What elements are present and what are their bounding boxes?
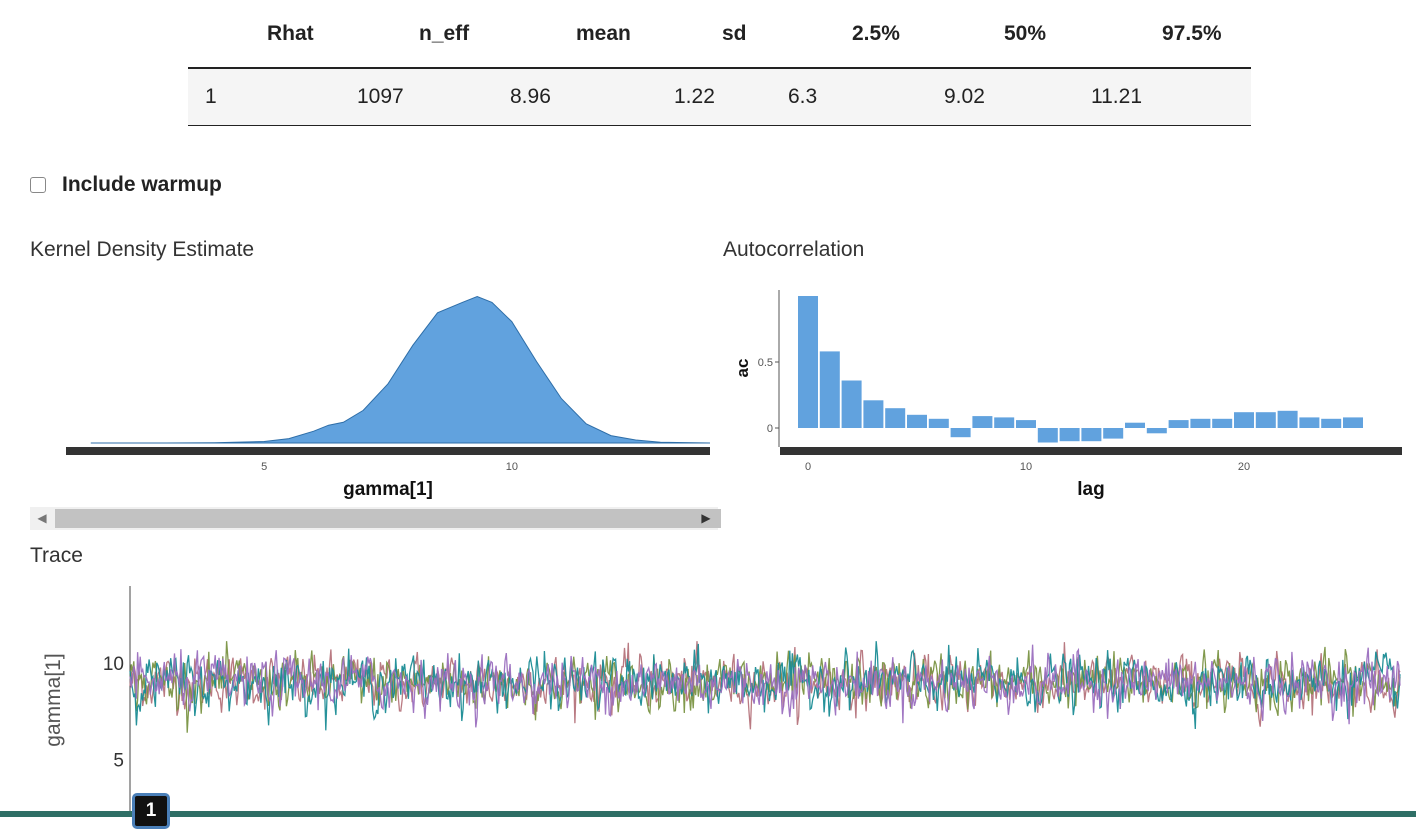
y-tick-label: 0 <box>767 423 773 435</box>
ac-bar <box>1037 428 1058 443</box>
ac-bar <box>841 380 862 428</box>
x-tick-label: 20 <box>1238 461 1250 473</box>
cell-sd: 1.22 <box>674 85 715 108</box>
ac-bar <box>1299 417 1320 428</box>
header-2-5: 2.5% <box>852 22 900 45</box>
trace-line-chain-2 <box>129 641 1401 733</box>
x-tick-label: 10 <box>506 461 518 473</box>
x-axis-label: lag <box>1077 479 1104 500</box>
trace-line-chain-4 <box>129 644 1401 728</box>
x-tick-label: 5 <box>261 461 267 473</box>
include-warmup-checkbox[interactable]: Include warmup <box>30 173 222 197</box>
ac-bar <box>1255 412 1276 428</box>
ac-bar <box>1321 418 1342 428</box>
ac-bar <box>1081 428 1102 442</box>
ac-bar <box>1125 422 1145 428</box>
summary-table: Rhat n_eff mean sd 2.5% 50% 97.5% 1 1097… <box>188 14 1251 126</box>
table-header: Rhat n_eff mean sd 2.5% 50% 97.5% <box>188 14 1251 69</box>
ac-bar <box>907 414 927 428</box>
ac-bar <box>972 416 993 428</box>
trace-chart: 5 10 gamma[1] <box>42 586 1401 817</box>
table-row: 1 1097 8.96 1.22 6.3 9.02 11.21 <box>188 69 1251 126</box>
trace-title: Trace <box>30 544 83 567</box>
ac-bar <box>1146 428 1167 434</box>
ac-bar <box>1168 420 1189 428</box>
autocorrelation-chart: 0 0.5 0 10 20 lag ac <box>733 290 1402 500</box>
ac-bar <box>1059 428 1080 442</box>
y-tick-label: 0.5 <box>758 357 773 369</box>
ac-bar <box>1190 418 1211 428</box>
ac-bar <box>819 351 840 428</box>
header-mean: mean <box>576 22 631 45</box>
x-axis-label: gamma[1] <box>343 479 433 500</box>
y-tick-label: 10 <box>103 654 124 675</box>
scroll-left-icon[interactable]: ◀ <box>37 511 47 525</box>
ac-bar <box>1343 417 1363 428</box>
scrollbar-thumb[interactable] <box>55 509 721 528</box>
density-title: Kernel Density Estimate <box>30 238 255 261</box>
x-tick-label: 10 <box>1020 461 1032 473</box>
cell-rhat: 1 <box>205 85 217 108</box>
chain-badge[interactable]: 1 <box>132 793 170 829</box>
header-sd: sd <box>722 22 747 45</box>
ac-bar <box>994 417 1015 428</box>
cell-2-5: 6.3 <box>788 85 818 108</box>
density-area <box>90 295 711 444</box>
header-n-eff: n_eff <box>419 22 470 45</box>
scroll-right-icon[interactable]: ▶ <box>701 511 711 525</box>
ac-bar <box>1016 420 1036 428</box>
include-warmup-label: Include warmup <box>62 173 222 196</box>
autocorrelation-title: Autocorrelation <box>723 238 865 261</box>
ac-bar <box>885 408 906 428</box>
ac-bar <box>863 400 884 428</box>
cell-97-5: 11.21 <box>1091 85 1142 108</box>
ac-bar <box>798 296 818 428</box>
ac-bar <box>950 428 971 438</box>
y-axis-label: gamma[1] <box>42 653 65 746</box>
ac-bar <box>1212 418 1233 428</box>
density-chart: 5 10 gamma[1] <box>66 295 711 500</box>
cell-mean: 8.96 <box>510 85 551 108</box>
ac-bar <box>1103 428 1124 439</box>
ac-bar <box>1277 410 1298 428</box>
x-tick-label: 0 <box>805 461 811 473</box>
header-rhat: Rhat <box>267 22 314 45</box>
horizontal-scrollbar[interactable]: ◀ ▶ <box>30 507 721 530</box>
header-97-5: 97.5% <box>1162 22 1222 45</box>
ac-bar <box>928 418 949 428</box>
y-axis-label: ac <box>733 359 752 378</box>
cell-n-eff: 1097 <box>357 85 404 108</box>
checkbox-icon[interactable] <box>30 177 46 193</box>
y-tick-label: 5 <box>113 750 124 771</box>
header-50: 50% <box>1004 22 1047 45</box>
cell-50: 9.02 <box>944 85 985 108</box>
bottom-banner <box>0 811 1416 817</box>
x-axis-line <box>66 447 710 455</box>
ac-bar <box>1234 412 1254 428</box>
x-axis-line <box>780 447 1402 455</box>
